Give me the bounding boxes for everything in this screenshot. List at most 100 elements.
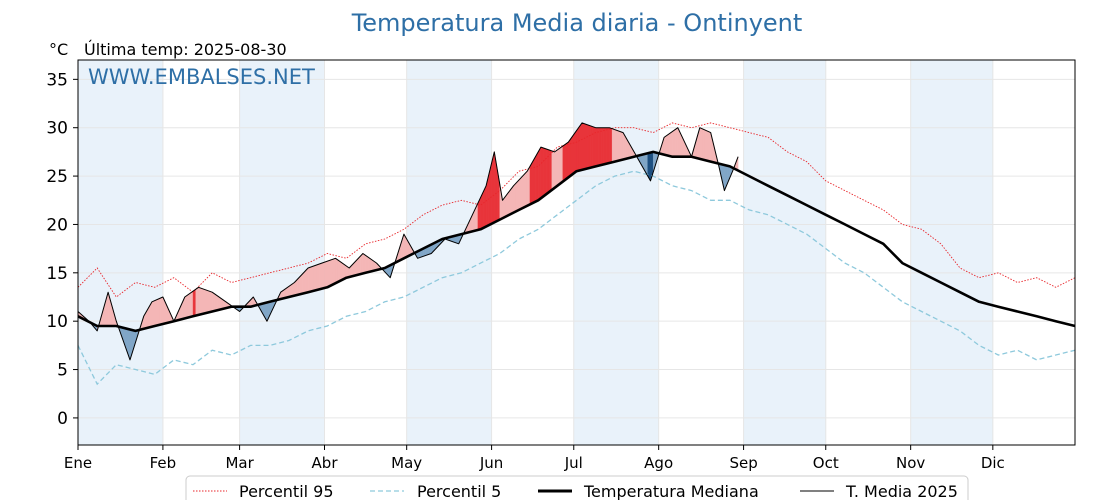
anomaly-above-segment xyxy=(669,131,673,157)
anomaly-above-segment xyxy=(198,287,202,316)
month-shade-ene xyxy=(78,60,163,445)
anomaly-above-segment xyxy=(335,257,339,284)
anomaly-above-segment xyxy=(368,256,372,273)
anomaly-above-segment xyxy=(318,262,322,290)
anomaly-above-segment xyxy=(151,300,155,327)
anomaly-above-segment xyxy=(327,259,331,288)
x-axis-ticks: Ene Feb Mar Abr May Jun Jul Ago Sep Oct Nov Dic xyxy=(64,445,1005,472)
x-tick-label-feb: Feb xyxy=(150,454,177,472)
series-line-percentil-95 xyxy=(77,122,1076,298)
y-tick-label-20: 20 xyxy=(46,215,68,235)
y-axis-ticks: 0 5 10 15 20 25 30 35 xyxy=(46,70,78,429)
month-shade-sep xyxy=(743,60,826,445)
anomaly-above-segment xyxy=(546,148,550,195)
anomaly-above-segment xyxy=(535,151,539,202)
x-tick-label-oct: Oct xyxy=(813,454,839,472)
anomaly-above-segment xyxy=(332,258,336,285)
anomaly-above-segment xyxy=(329,258,333,287)
legend-label-p5: Percentil 5 xyxy=(417,482,501,500)
chart-title: Temperatura Media diaria - Ontinyent xyxy=(351,9,803,37)
anomaly-above-segment xyxy=(159,296,164,325)
anomaly-above-segment xyxy=(609,127,613,164)
anomaly-above-segment xyxy=(184,294,188,319)
y-tick-label-25: 25 xyxy=(46,167,68,187)
anomaly-above-segment xyxy=(543,147,547,197)
anomaly-above-segment xyxy=(316,263,320,291)
anomaly-above-segment xyxy=(365,255,369,274)
legend-label-p95: Percentil 95 xyxy=(239,482,334,500)
anomaly-above-segment xyxy=(551,150,555,191)
anomaly-above-segment xyxy=(600,127,605,166)
anomaly-above-segment xyxy=(340,261,344,281)
y-tick-label-30: 30 xyxy=(46,119,68,139)
anomaly-above-segment xyxy=(603,127,607,165)
x-tick-label-dic: Dic xyxy=(981,454,1005,472)
anomaly-above-segment xyxy=(324,260,328,289)
anomaly-above-segment xyxy=(573,129,577,174)
last-temp-label: Última temp: 2025-08-30 xyxy=(84,40,287,59)
anomaly-above-segment xyxy=(702,128,706,161)
anomaly-above-segment xyxy=(516,179,520,212)
legend-label-current: T. Media 2025 xyxy=(845,482,958,500)
anomaly-above-segment xyxy=(209,290,213,313)
alternate-month-shading xyxy=(78,60,993,445)
anomaly-above-segment xyxy=(157,297,161,326)
anomaly-above-segment xyxy=(606,127,610,164)
anomaly-above-segment xyxy=(321,261,325,289)
anomaly-above-segment xyxy=(362,253,366,274)
anomaly-above-segment xyxy=(674,127,679,157)
anomaly-above-segment xyxy=(611,128,616,163)
anomaly-above-segment xyxy=(559,145,564,185)
anomaly-above-segment xyxy=(521,173,525,209)
x-tick-label-may: May xyxy=(391,454,422,472)
x-tick-label-sep: Sep xyxy=(729,454,757,472)
x-tick-label-abr: Abr xyxy=(312,454,339,472)
anomaly-above-segment xyxy=(305,267,309,294)
anomaly-above-segment xyxy=(672,129,676,157)
month-shade-nov xyxy=(910,60,993,445)
anomaly-above-segment xyxy=(338,259,342,283)
series-line-percentil-5 xyxy=(77,170,1076,386)
anomaly-above-segment xyxy=(576,126,580,172)
anomaly-above-segment xyxy=(579,122,583,171)
x-tick-label-nov: Nov xyxy=(896,454,925,472)
anomaly-above-segment xyxy=(557,147,561,187)
y-tick-label-10: 10 xyxy=(46,312,68,332)
series-line-t-media-2025 xyxy=(77,122,739,361)
anomaly-above-segment xyxy=(206,289,210,314)
month-shade-jul xyxy=(573,60,659,445)
anomaly-above-segment xyxy=(598,127,602,166)
anomaly-above-segment xyxy=(554,149,558,189)
anomaly-above-segment xyxy=(518,176,522,211)
anomaly-above-segment xyxy=(526,165,531,207)
x-tick-label-ene: Ene xyxy=(64,454,92,472)
anomaly-above-segment xyxy=(483,185,487,229)
anomaly-above-segment xyxy=(589,125,594,169)
anomaly-above-segment xyxy=(214,293,218,312)
anomaly-above-segment xyxy=(666,133,670,157)
plot-frame xyxy=(77,59,1076,446)
month-shade-mar xyxy=(239,60,325,445)
anomaly-above-segment xyxy=(201,288,205,315)
y-tick-label-0: 0 xyxy=(57,409,68,429)
anomaly-above-segment xyxy=(707,131,711,162)
anomaly-above-segment xyxy=(513,182,517,214)
anomaly-above-segment xyxy=(313,264,317,292)
anomaly-above-segment xyxy=(620,131,624,161)
legend-label-median: Temperatura Mediana xyxy=(583,482,759,500)
anomaly-above-segment xyxy=(195,286,199,316)
anomaly-above-segment xyxy=(154,299,158,327)
anomaly-above-segment xyxy=(192,288,196,317)
anomaly-above-segment xyxy=(510,185,514,215)
anomaly-above-segment xyxy=(617,130,621,162)
anomaly-above-segment xyxy=(584,123,588,170)
x-tick-label-jul: Jul xyxy=(564,454,583,472)
x-tick-label-jun: Jun xyxy=(479,454,503,472)
anomaly-above-segment xyxy=(562,143,566,183)
unit-label: °C xyxy=(49,40,68,59)
x-tick-label-mar: Mar xyxy=(225,454,254,472)
anomaly-above-segment xyxy=(581,122,585,171)
anomaly-above-segment xyxy=(307,266,312,293)
x-tick-label-ago: Ago xyxy=(644,454,673,472)
anomaly-above-segment xyxy=(532,155,536,204)
